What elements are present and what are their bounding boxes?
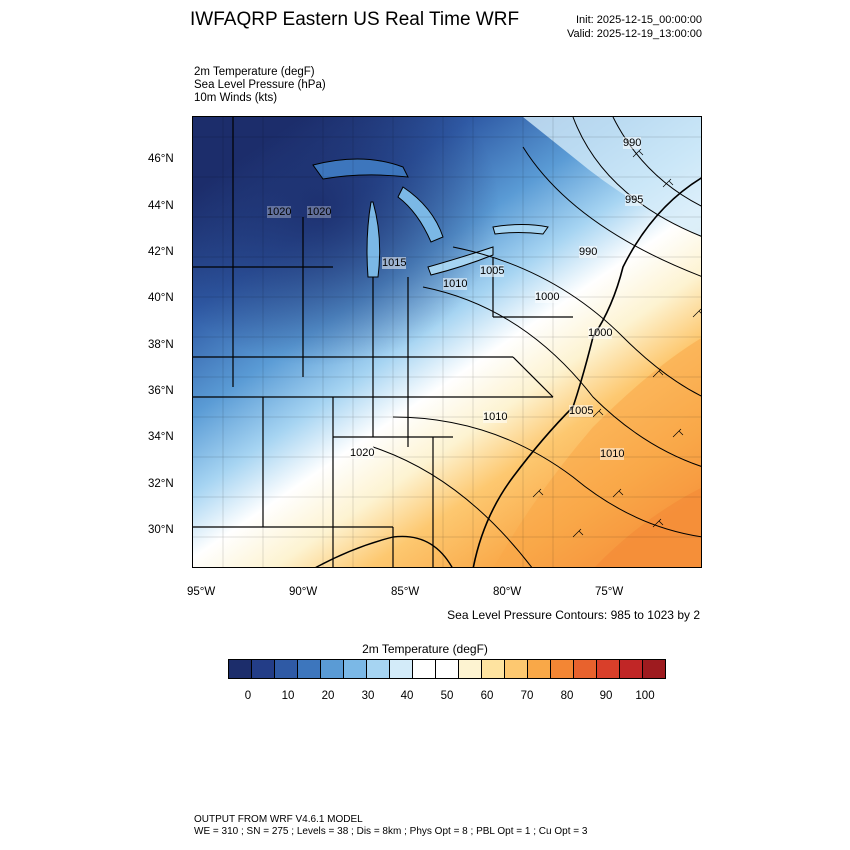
colorbar-swatch [528,660,551,678]
contour-label: 1010 [483,411,508,423]
colorbar-swatch [229,660,252,678]
colorbar-swatch [390,660,413,678]
colorbar-swatch [505,660,528,678]
colorbar-title: 2m Temperature (degF) [362,642,488,656]
lake-erie [427,246,494,276]
contour-label: 1020 [350,447,375,459]
contour-label: 1000 [535,291,560,303]
lat-tick: 46°N [148,153,174,165]
contour-label: 1010 [600,448,625,460]
lat-tick: 34°N [148,431,174,443]
lat-tick: 30°N [148,524,174,536]
contour-label: 1010 [443,278,468,290]
colorbar-swatch [252,660,275,678]
lon-tick: 90°W [289,586,318,598]
atlantic-coastline [472,177,701,567]
colorbar-swatch [597,660,620,678]
wind-barbs [532,148,701,538]
colorbar-swatch [413,660,436,678]
lat-tick: 38°N [148,339,174,351]
lat-tick: 42°N [148,246,174,258]
contour-label: 990 [579,246,598,258]
weather-map: 990 995 990 1020 1020 1015 1005 1010 100… [192,116,702,568]
county-grid [193,117,701,567]
lon-tick: 85°W [391,586,420,598]
colorbar-swatch [275,660,298,678]
lon-tick: 95°W [187,586,216,598]
colorbar-label: 60 [480,690,494,702]
model-info-line1: OUTPUT FROM WRF V4.6.1 MODEL [194,814,363,825]
model-info: OUTPUT FROM WRF V4.6.1 MODEL WE = 310 ; … [194,814,587,838]
contour-label: 1000 [588,327,613,339]
colorbar-label: 90 [599,690,613,702]
contour-note: Sea Level Pressure Contours: 985 to 1023… [447,608,700,622]
colorbar-label: 30 [361,690,375,702]
lon-tick: 75°W [595,586,624,598]
colorbar-swatch [574,660,597,678]
lat-tick: 44°N [148,200,174,212]
contour-label: 990 [623,137,642,149]
contour-label: 1005 [569,405,594,417]
map-svg [193,117,701,567]
colorbar-swatch [321,660,344,678]
contour-label: 1015 [382,257,407,269]
isobar-contours [372,117,701,567]
variable-label-pressure: Sea Level Pressure (hPa) [194,79,326,91]
colorbar-swatch [298,660,321,678]
colorbar-swatch [344,660,367,678]
model-info-line2: WE = 310 ; SN = 275 ; Levels = 38 ; Dis … [194,826,588,837]
colorbar-swatch [482,660,505,678]
lake-ontario [492,224,549,235]
contour-label: 1020 [267,206,292,218]
colorbar [228,659,666,679]
colorbar-label: 50 [440,690,454,702]
colorbar-label: 100 [635,690,655,702]
northeast-cool-region [523,117,701,237]
lat-tick: 36°N [148,385,174,397]
warm-ocean-region [494,338,701,567]
lat-tick: 32°N [148,478,174,490]
variable-label-temperature: 2m Temperature (degF) [194,66,315,78]
colorbar-swatch [643,660,665,678]
colorbar-label: 0 [244,690,252,702]
colorbar-label: 10 [281,690,295,702]
init-time: Init: 2025-12-15_00:00:00 [576,14,702,26]
colorbar-label: 70 [520,690,534,702]
contour-label: 1020 [307,206,332,218]
contour-label: 1005 [480,265,505,277]
colorbar-swatch [551,660,574,678]
colorbar-label: 20 [321,690,335,702]
variable-label-winds: 10m Winds (kts) [194,92,278,104]
colorbar-label: 40 [400,690,414,702]
lake-huron [397,186,444,243]
lake-michigan [366,201,381,278]
contour-label: 995 [625,194,644,206]
colorbar-swatch [436,660,459,678]
warm-ocean-core [594,488,701,567]
colorbar-swatch [459,660,482,678]
colorbar-swatch [620,660,643,678]
colorbar-label: 80 [560,690,574,702]
valid-time: Valid: 2025-12-19_13:00:00 [567,28,702,40]
colorbar-swatch [367,660,390,678]
page-title: IWFAQRP Eastern US Real Time WRF [190,9,520,30]
lat-tick: 40°N [148,292,174,304]
lon-tick: 80°W [493,586,522,598]
run-times: Init: 2025-12-15_00:00:00 Valid: 2025-12… [567,13,702,41]
